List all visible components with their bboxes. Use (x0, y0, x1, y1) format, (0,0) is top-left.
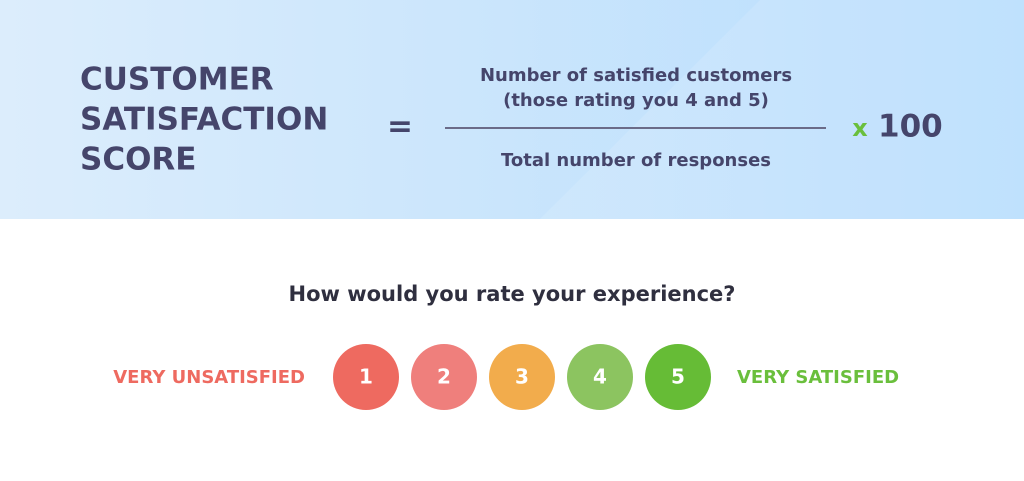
rating-button[interactable]: 3 (489, 344, 555, 410)
rating-circle[interactable] (645, 344, 711, 410)
rating-button[interactable]: 4 (567, 344, 633, 410)
rating-circle[interactable] (411, 344, 477, 410)
formula: CUSTOMER SATISFACTION SCORE = Number of … (80, 62, 943, 178)
times-sign: x (852, 114, 868, 142)
rating-circle[interactable] (333, 344, 399, 410)
rating-button[interactable]: 2 (411, 344, 477, 410)
formula-label: CUSTOMER (80, 62, 274, 98)
banner (0, 0, 1024, 219)
rating-button[interactable]: 5 (645, 344, 711, 410)
rating-number[interactable]: 5 (671, 365, 685, 389)
rating-circle[interactable] (489, 344, 555, 410)
rating-number[interactable]: 4 (593, 365, 607, 389)
rating-number[interactable]: 2 (437, 365, 451, 389)
rating-number[interactable]: 1 (359, 365, 373, 389)
formula-label: SATISFACTION (80, 102, 328, 138)
numerator: Number of satisfied customers (480, 65, 792, 86)
multiplier: 100 (878, 109, 943, 145)
rating-number[interactable]: 3 (515, 365, 529, 389)
question: How would you rate your experience? (289, 282, 736, 306)
equals-sign: = (387, 109, 413, 145)
rating-button[interactable]: 1 (333, 344, 399, 410)
banner-shape (540, 0, 1024, 219)
low-label: VERY UNSATISFIED (113, 367, 305, 388)
high-label: VERY SATISFIED (737, 367, 899, 388)
formula-label: SCORE (80, 142, 196, 178)
rating-circle[interactable] (567, 344, 633, 410)
rating-scale: 1 2 3 4 5 (333, 344, 711, 410)
numerator: (those rating you 4 and 5) (503, 90, 769, 111)
denominator: Total number of responses (501, 150, 771, 171)
